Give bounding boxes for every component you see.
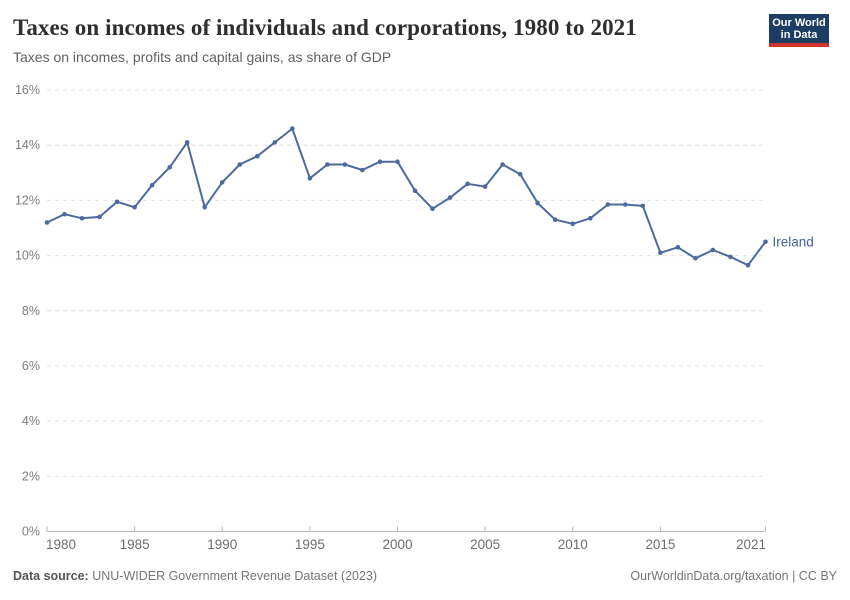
data-point-marker[interactable] — [447, 195, 453, 200]
data-point-marker[interactable] — [517, 171, 523, 177]
y-tick-label: 14% — [15, 138, 40, 152]
data-point-marker[interactable] — [237, 162, 243, 167]
data-point-marker[interactable] — [728, 254, 733, 260]
y-tick-label: 4% — [22, 414, 40, 428]
data-point-marker[interactable] — [132, 205, 137, 210]
data-point-marker[interactable] — [254, 153, 260, 159]
page-title: Taxes on incomes of individuals and corp… — [13, 15, 637, 40]
x-tick-label: 1985 — [120, 537, 150, 552]
data-point-marker[interactable] — [535, 200, 540, 206]
data-point-marker[interactable] — [412, 188, 418, 193]
data-point-marker[interactable] — [710, 247, 716, 253]
data-point-marker[interactable] — [605, 202, 611, 207]
data-point-marker[interactable] — [745, 262, 751, 268]
data-source-text[interactable]: UNU-WIDER Government Revenue Dataset (20… — [88, 569, 378, 583]
x-tick-label: 2021 — [736, 537, 766, 552]
data-point-marker[interactable] — [570, 221, 575, 227]
data-point-marker[interactable] — [307, 176, 313, 181]
data-point-marker[interactable] — [184, 140, 190, 145]
y-tick-label: 8% — [22, 304, 40, 318]
data-point-marker[interactable] — [640, 203, 646, 209]
data-point-marker[interactable] — [500, 162, 505, 167]
data-point-marker[interactable] — [342, 162, 348, 167]
x-tick-label: 2000 — [382, 537, 412, 552]
x-tick-label: 1980 — [46, 537, 76, 552]
owid-logo[interactable]: Our World in Data — [769, 14, 829, 47]
data-point-marker[interactable] — [167, 165, 172, 170]
data-point-marker[interactable] — [658, 250, 663, 256]
series-label[interactable]: Ireland — [773, 234, 814, 249]
data-point-marker[interactable] — [290, 126, 295, 131]
data-point-marker[interactable] — [272, 140, 278, 145]
data-point-marker[interactable] — [395, 159, 400, 164]
y-tick-label: 0% — [22, 525, 40, 539]
data-point-marker[interactable] — [482, 184, 488, 189]
data-point-marker[interactable] — [430, 206, 435, 211]
y-tick-label: 12% — [15, 193, 40, 207]
data-source-line: Data source: UNU-WIDER Government Revenu… — [13, 569, 377, 583]
data-point-marker[interactable] — [114, 199, 120, 205]
owid-logo-line2: in Data — [780, 29, 818, 41]
data-point-marker[interactable] — [97, 214, 102, 220]
x-axis: 1980 1985 1990 1995 2000 2005 2010 2015 2021 — [46, 526, 766, 552]
data-point-marker[interactable] — [588, 216, 593, 221]
y-tick-label: 16% — [15, 83, 40, 97]
data-point-marker[interactable] — [325, 162, 330, 167]
y-tick-label: 10% — [15, 249, 40, 263]
data-point-marker[interactable] — [623, 202, 628, 207]
series-line-ireland[interactable] — [46, 127, 767, 267]
data-source-label: Data source: — [13, 569, 89, 583]
x-tick-label: 1995 — [295, 537, 325, 552]
y-axis: 0% 2% 4% 6% 8% 10% 12% 14% 16% — [15, 83, 766, 539]
data-point-marker[interactable] — [552, 217, 558, 222]
footer-citation-link[interactable]: OurWorldinData.org/taxation | CC BY — [630, 569, 837, 583]
y-tick-label: 6% — [22, 359, 40, 373]
data-point-marker[interactable] — [675, 245, 681, 250]
data-point-marker[interactable] — [377, 159, 383, 164]
y-tick-label: 2% — [22, 469, 40, 483]
chart-subtitle: Taxes on incomes, profits and capital ga… — [13, 49, 392, 65]
x-tick-label: 1990 — [207, 537, 237, 552]
data-point-marker[interactable] — [149, 182, 155, 188]
data-point-marker[interactable] — [763, 239, 768, 245]
data-point-marker[interactable] — [79, 216, 85, 221]
owid-logo-line1: Our World — [772, 17, 826, 29]
data-point-marker[interactable] — [360, 167, 365, 173]
data-point-marker[interactable] — [219, 180, 225, 185]
data-point-marker[interactable] — [62, 211, 67, 217]
data-point-marker[interactable] — [465, 181, 470, 187]
x-tick-label: 2010 — [558, 537, 588, 552]
owid-logo-accent-bar — [769, 43, 829, 47]
data-point-marker[interactable] — [202, 205, 207, 210]
x-tick-label: 2015 — [645, 537, 675, 552]
x-tick-label: 2005 — [470, 537, 500, 552]
chart-footer: Data source: UNU-WIDER Government Revenu… — [13, 569, 837, 583]
owid-logo-text: Our World in Data — [769, 14, 829, 43]
data-point-marker[interactable] — [693, 255, 698, 261]
series-markers — [44, 126, 768, 268]
data-point-marker[interactable] — [44, 220, 50, 225]
